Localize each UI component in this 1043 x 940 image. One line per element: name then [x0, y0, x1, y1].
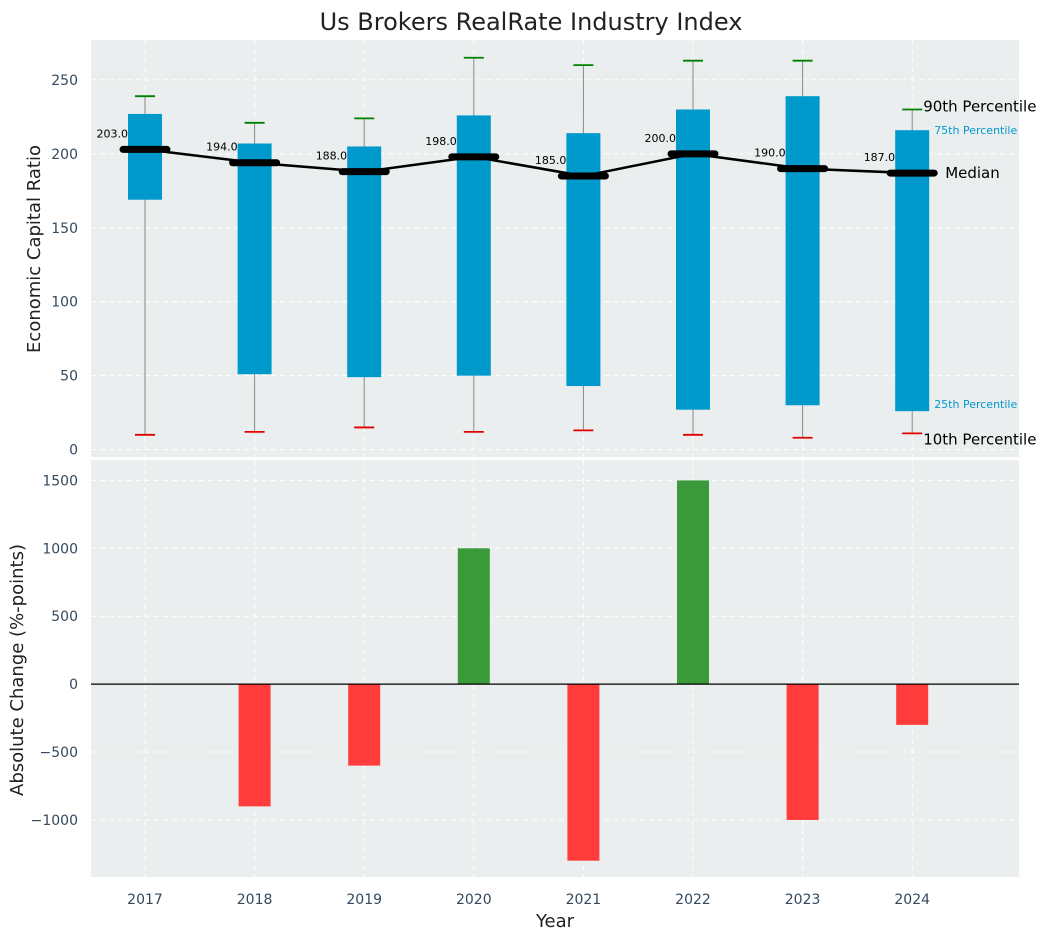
x-tick-label: 2021 [566, 892, 602, 908]
box-y-tick-label: 250 [51, 73, 78, 89]
change-y-tick-label: 0 [69, 677, 78, 693]
x-tick-label: 2020 [456, 892, 492, 908]
change-bar [786, 684, 819, 820]
iqr-box [895, 130, 930, 412]
median-value-label: 185.0 [535, 154, 567, 167]
change-bar [896, 684, 929, 725]
median-value-label: 187.0 [864, 151, 896, 164]
median-value-label: 190.0 [754, 147, 786, 160]
iqr-box [676, 109, 710, 410]
iqr-box [566, 133, 601, 387]
iqr-box [128, 113, 162, 200]
x-tick-labels: 2017 2018 2019 2020 2021 2022 2023 2024 [127, 892, 930, 908]
box-y-tick-label: 150 [51, 221, 78, 237]
box-y-tick-label: 100 [51, 295, 78, 311]
iqr-box [237, 143, 272, 375]
annotation-p10: 10th Percentile [923, 430, 1036, 448]
change-y-tick-labels: −1000 −500 0 500 1000 1500 [31, 473, 78, 829]
x-tick-label: 2023 [785, 892, 821, 908]
x-axis-label: Year [535, 911, 575, 932]
median-value-label: 188.0 [316, 150, 348, 163]
median-value-label: 198.0 [425, 135, 457, 148]
x-tick-label: 2017 [127, 892, 163, 908]
x-tick-label: 2022 [675, 892, 711, 908]
change-y-axis-label: Absolute Change (%-points) [7, 544, 28, 796]
box-y-tick-label: 200 [51, 147, 78, 163]
change-bars [238, 480, 929, 861]
change-y-tick-label: −1000 [31, 813, 78, 829]
median-trend-line [119, 145, 938, 180]
annotation-p75: 75th Percentile [934, 124, 1017, 137]
median-value-labels: 203.0 194.0 188.0 198.0 185.0 200.0 190.0 187.0 [97, 127, 896, 167]
median-value-label: 203.0 [97, 127, 129, 140]
box-y-axis-label: Economic Capital Ratio [24, 145, 45, 353]
change-y-tick-label: 500 [51, 609, 78, 625]
annotation-median: Median [945, 164, 1000, 182]
x-tick-label: 2019 [346, 892, 382, 908]
median-value-label: 194.0 [206, 141, 238, 154]
change-bar [238, 684, 271, 807]
box-y-tick-labels: 0 50 100 150 200 250 [51, 73, 78, 459]
percentile-annotations: 90th Percentile 75th Percentile Median 2… [923, 98, 1036, 449]
change-bar [457, 548, 490, 685]
iqr-box [785, 96, 820, 406]
box-panel: 0 50 100 150 200 250 203.0 194.0 188.0 198.0 185.… [24, 40, 1036, 459]
change-y-tick-label: 1500 [42, 473, 78, 489]
box-y-tick-label: 0 [69, 443, 78, 459]
change-y-tick-label: −500 [40, 745, 78, 761]
change-bar [567, 684, 600, 861]
annotation-p90: 90th Percentile [923, 98, 1036, 116]
change-bar [348, 684, 381, 766]
box-y-tick-label: 50 [60, 369, 78, 385]
x-tick-label: 2018 [237, 892, 273, 908]
change-plot-area [91, 460, 1019, 877]
annotation-p25: 25th Percentile [934, 398, 1017, 411]
iqr-box [347, 146, 382, 378]
box-plot-area [91, 40, 1019, 457]
change-bar [677, 480, 709, 685]
change-y-tick-label: 1000 [42, 541, 78, 557]
median-value-label: 200.0 [645, 132, 677, 145]
x-tick-label: 2024 [894, 892, 930, 908]
chart-title: Us Brokers RealRate Industry Index [320, 8, 743, 36]
